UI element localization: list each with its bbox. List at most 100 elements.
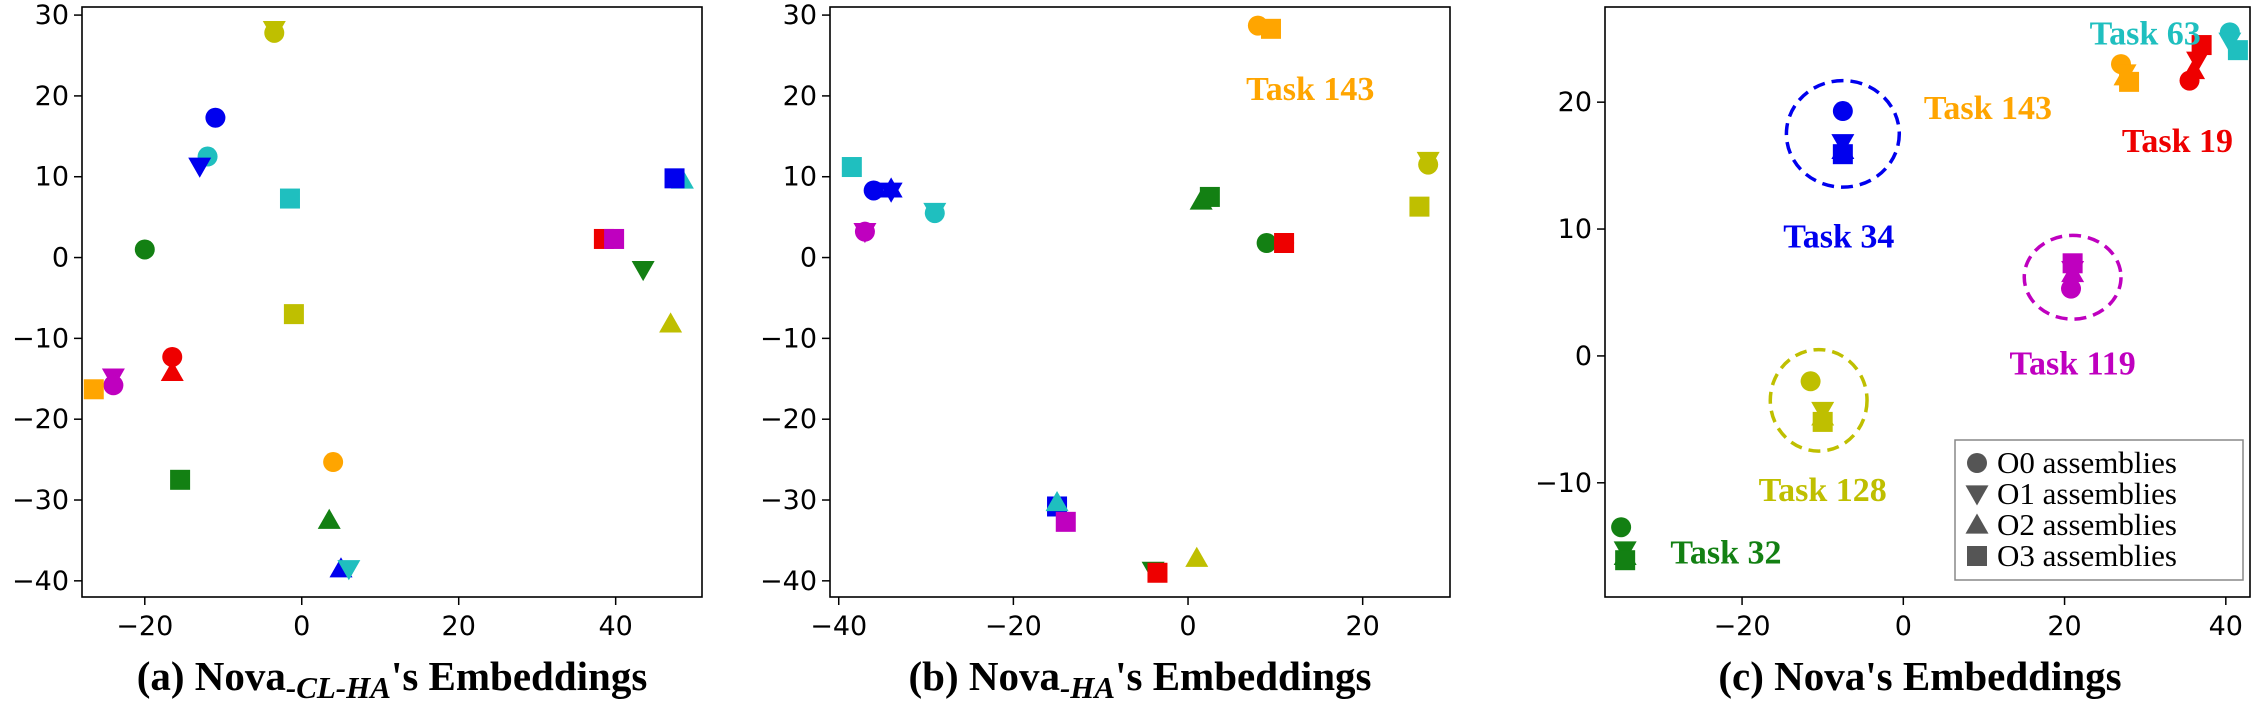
y-tick-label: 20 — [35, 81, 69, 112]
data-point — [1185, 546, 1209, 567]
data-point — [283, 304, 304, 325]
y-tick-label: −40 — [12, 566, 69, 597]
y-tick-label: 20 — [783, 81, 817, 112]
x-tick-label: 0 — [1179, 611, 1196, 642]
data-point — [205, 107, 226, 128]
y-tick-label: 30 — [783, 0, 817, 31]
data-point — [1274, 233, 1295, 253]
data-point — [1199, 186, 1220, 207]
y-tick-label: 30 — [35, 0, 69, 31]
scatter-panel-c: −20 0 20 40 20 10 0 −10 Task 63 Task 143 Task 19 Ta… — [1535, 6, 2251, 699]
data-point — [162, 346, 183, 367]
data-point — [317, 508, 341, 529]
data-point — [2061, 261, 2085, 283]
task-annotation: Task 143 — [1246, 71, 1374, 108]
data-point — [1615, 550, 1636, 571]
x-tick-label: 40 — [2209, 611, 2243, 642]
data-point — [279, 188, 300, 209]
data-point — [659, 312, 683, 333]
y-tick-label: 10 — [1558, 214, 1592, 245]
x-tick-label: −20 — [1714, 611, 1771, 642]
y-tick-label: −10 — [12, 323, 69, 354]
legend-marker — [1967, 546, 1987, 566]
task-annotation: Task 143 — [1924, 90, 2052, 127]
legend-label: O0 assemblies — [1997, 445, 2177, 480]
y-tick-label: 0 — [1575, 341, 1592, 372]
x-tick-label: 20 — [2047, 611, 2081, 642]
data-point — [1260, 18, 1281, 39]
data-point — [103, 375, 124, 396]
legend-marker — [1965, 513, 1989, 534]
data-point — [83, 379, 104, 400]
data-point — [853, 223, 877, 244]
plot-frame — [829, 6, 1451, 598]
data-point — [1832, 101, 1853, 122]
data-point — [188, 157, 212, 178]
y-tick-label: 20 — [1558, 87, 1592, 118]
x-tick-label: 40 — [598, 611, 632, 642]
x-tick-label: −40 — [810, 611, 867, 642]
task-annotation: Task 119 — [2009, 345, 2135, 382]
x-tick-label: 20 — [1345, 611, 1379, 642]
data-point — [1800, 371, 1821, 392]
data-point — [323, 452, 344, 473]
y-tick-label: 0 — [800, 243, 817, 274]
y-tick-label: −20 — [12, 404, 69, 435]
data-point — [262, 21, 286, 42]
task-annotation: Task 63 — [2090, 15, 2201, 52]
data-point — [1045, 490, 1069, 512]
plot-frame — [81, 6, 703, 598]
y-tick-label: −40 — [760, 566, 817, 597]
plot-frame — [1604, 6, 2251, 598]
data-point — [841, 157, 862, 178]
legend-label: O2 assemblies — [1997, 507, 2177, 542]
data-point — [2061, 278, 2082, 299]
cluster-ellipse — [1784, 78, 1902, 189]
y-tick-label: 10 — [35, 162, 69, 193]
data-point — [134, 239, 155, 260]
data-point — [631, 261, 655, 282]
y-tick-label: −30 — [760, 485, 817, 516]
data-point — [1611, 517, 1632, 538]
data-point — [1832, 144, 1853, 165]
data-point — [1416, 151, 1440, 173]
task-annotation: Task 128 — [1759, 472, 1887, 509]
data-point — [2119, 71, 2140, 92]
data-point — [604, 228, 625, 249]
y-tick-label: −10 — [1535, 468, 1592, 499]
data-point — [337, 560, 361, 581]
x-tick-label: 0 — [1895, 611, 1912, 642]
data-point — [923, 202, 947, 223]
y-tick-label: −20 — [760, 404, 817, 435]
legend-box — [1954, 439, 2244, 581]
data-point — [1147, 562, 1168, 583]
data-point — [160, 360, 184, 381]
y-tick-label: 10 — [783, 162, 817, 193]
x-tick-label: −20 — [116, 611, 173, 642]
y-tick-label: −10 — [760, 323, 817, 354]
data-point — [1055, 511, 1076, 532]
x-tick-label: −20 — [985, 611, 1042, 642]
x-tick-label: 0 — [293, 611, 310, 642]
task-annotation: Task 19 — [2122, 123, 2233, 160]
cluster-ellipse — [2022, 233, 2123, 321]
task-annotation: Task 34 — [1783, 218, 1894, 255]
data-point — [2191, 35, 2212, 56]
data-point — [1256, 233, 1277, 253]
data-point — [2227, 40, 2248, 61]
data-point — [879, 182, 903, 203]
panel-caption: (a) Nova-CL-HA's Embeddings — [137, 653, 648, 705]
data-point — [1409, 196, 1430, 217]
task-annotation: Task 32 — [1670, 534, 1781, 571]
panel-caption: (b) Nova-HA's Embeddings — [909, 653, 1372, 705]
data-point — [170, 469, 191, 490]
y-tick-label: −30 — [12, 485, 69, 516]
x-tick-label: 20 — [442, 611, 476, 642]
data-point — [2179, 70, 2200, 91]
cluster-ellipse — [1768, 347, 1869, 453]
legend-label: O3 assemblies — [1997, 538, 2177, 573]
scatter-panel-b: −40 −20 0 20 30 20 10 0 −10 −20 −30 −40 Task 143 (b) … — [760, 0, 1451, 705]
data-point — [664, 168, 685, 189]
data-point — [1812, 411, 1833, 432]
